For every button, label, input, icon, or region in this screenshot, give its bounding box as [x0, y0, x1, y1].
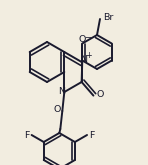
Text: −: −	[84, 33, 91, 42]
Text: F: F	[24, 131, 29, 139]
Text: N: N	[80, 54, 87, 64]
Text: F: F	[89, 131, 95, 139]
Text: O: O	[54, 104, 61, 114]
Text: O: O	[79, 35, 86, 45]
Text: +: +	[85, 50, 92, 60]
Text: O: O	[97, 90, 104, 99]
Text: Br: Br	[103, 13, 113, 21]
Text: N: N	[58, 87, 65, 97]
